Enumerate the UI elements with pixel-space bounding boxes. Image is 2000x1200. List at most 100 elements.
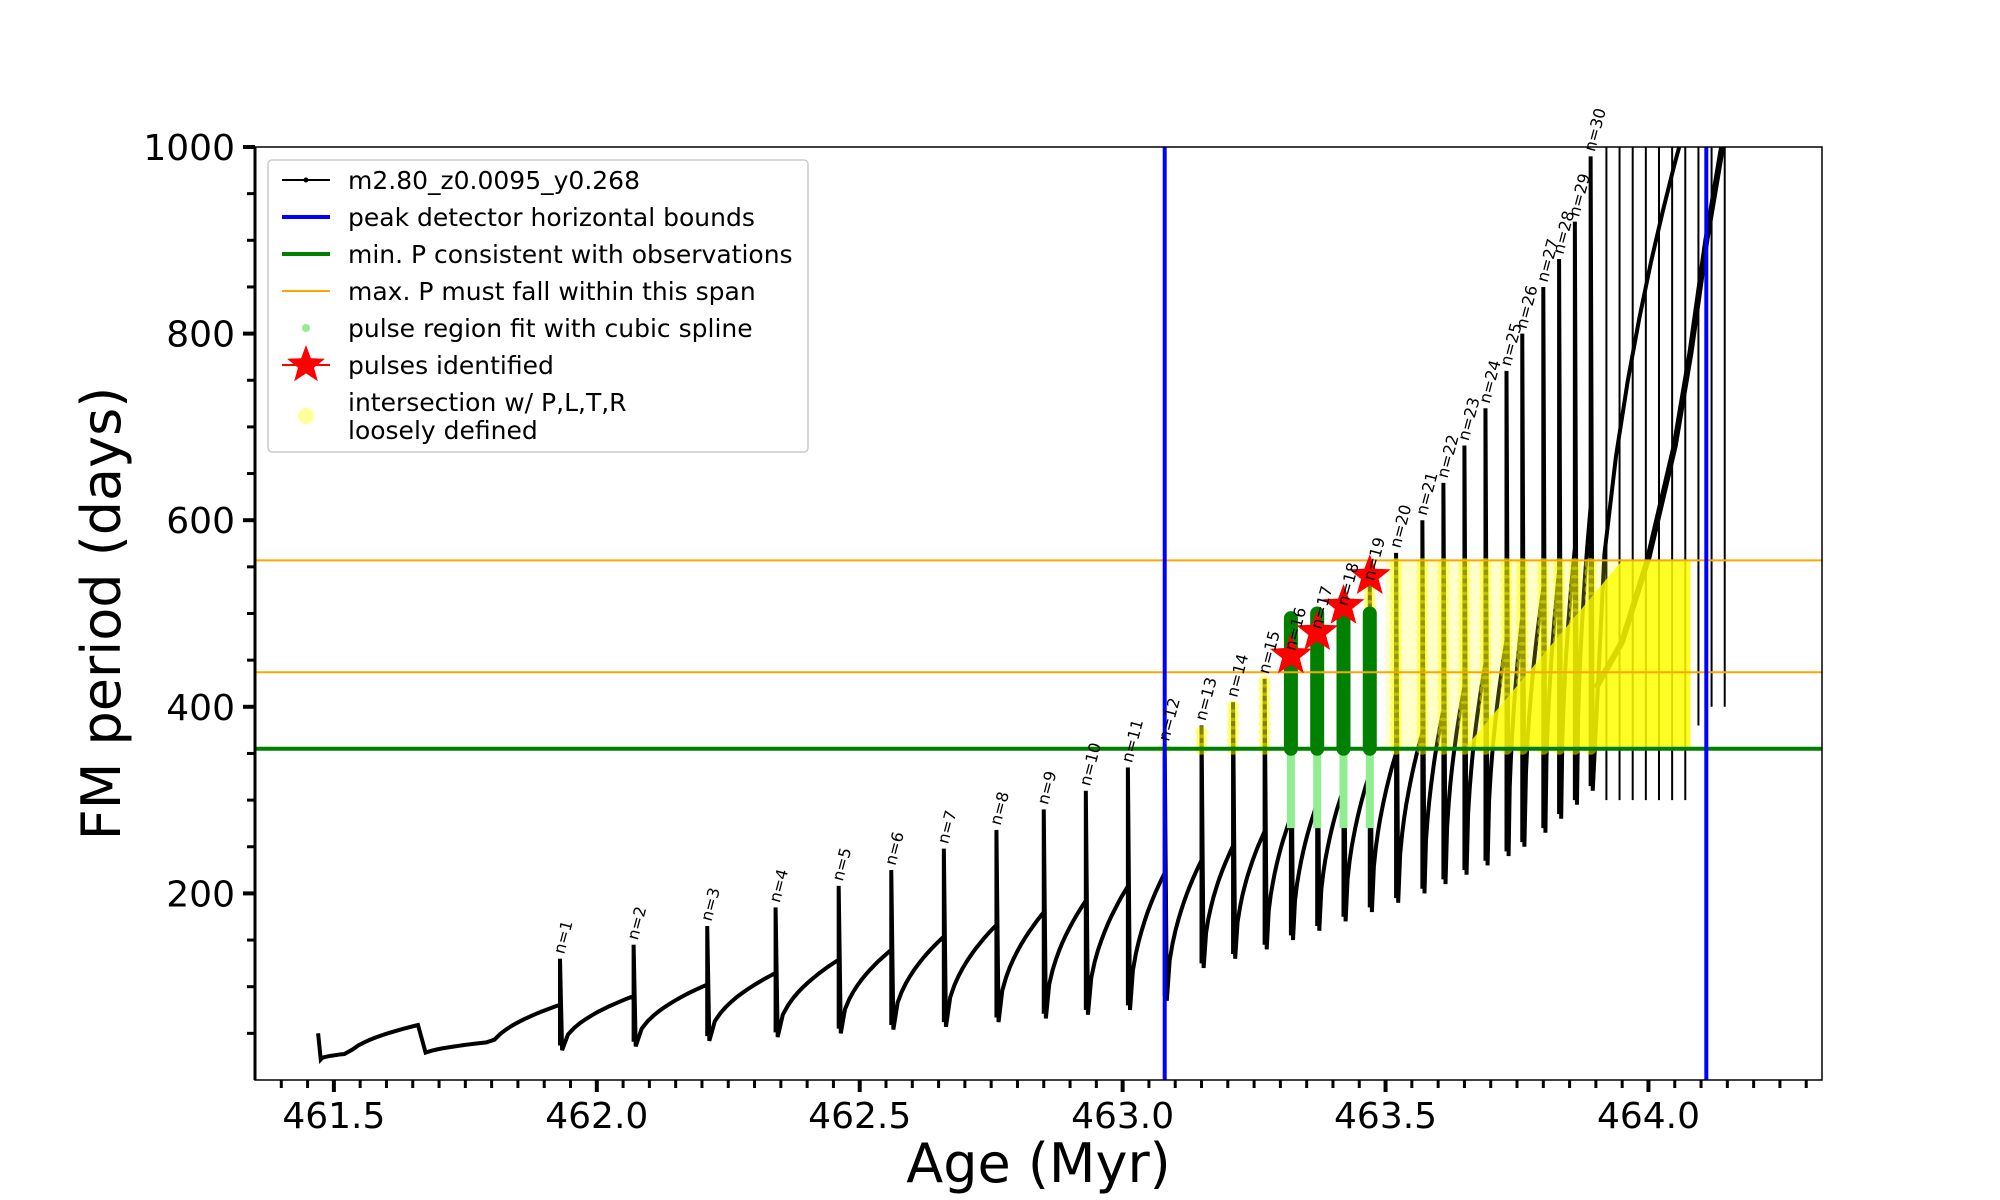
x-tick-label: 463.0: [1071, 1096, 1174, 1137]
intersection-dot: [1437, 616, 1450, 629]
intersection-dot: [1458, 684, 1471, 697]
intersection-dot: [1437, 709, 1450, 722]
intersection-dot: [1390, 600, 1403, 613]
intersection-dot: [1537, 625, 1550, 638]
intersection-dot: [1500, 625, 1513, 638]
intersection-dot: [1416, 650, 1429, 663]
intersection-dot: [1416, 625, 1429, 638]
intersection-dot: [1416, 709, 1429, 722]
intersection-dot: [1553, 591, 1566, 604]
intersection-dot: [1416, 725, 1429, 738]
intersection-dot: [1516, 633, 1529, 646]
intersection-dot: [1390, 684, 1403, 697]
pulse-n-label: n=17: [1307, 584, 1337, 631]
plot-area: n=1 n=2 n=3 n=4n=5 n=6n=7 n=8n=9 n=10 n=11 n=12 n…: [255, 106, 1822, 1080]
intersection-dot: [1416, 608, 1429, 621]
intersection-dot: [1458, 616, 1471, 629]
intersection-dot: [1437, 700, 1450, 713]
pulse-n-label: n=3: [697, 886, 724, 924]
intersection-dot: [1458, 566, 1471, 579]
intersection-dot: [1258, 700, 1271, 713]
intersection-dot: [1258, 684, 1271, 697]
intersection-dot: [1416, 583, 1429, 596]
legend-label: m2.80_z0.0095_y0.268: [348, 166, 640, 195]
intersection-dot: [1568, 583, 1581, 596]
intersection-dot: [1227, 725, 1240, 738]
legend-swatch-star: [287, 345, 325, 382]
intersection-dot: [1458, 709, 1471, 722]
y-tick-label: 400: [166, 688, 235, 729]
legend-swatch-spline: [302, 324, 310, 332]
intersection-dot: [1390, 717, 1403, 730]
intersection-band: [1385, 560, 1691, 749]
intersection-dot: [1437, 692, 1450, 705]
intersection-dot: [1416, 734, 1429, 747]
legend-swatch-intersection: [298, 408, 314, 424]
intersection-dot: [1458, 692, 1471, 705]
intersection-dot: [1363, 591, 1376, 604]
intersection-dot: [1416, 675, 1429, 688]
intersection-dot: [1568, 566, 1581, 579]
intersection-dot: [1416, 692, 1429, 705]
intersection-dot: [1537, 608, 1550, 621]
intersection-dot: [1479, 600, 1492, 613]
intersection-dot: [1437, 725, 1450, 738]
intersection-dot: [1479, 700, 1492, 713]
intersection-dot: [1227, 717, 1240, 730]
y-tick-label: 600: [166, 501, 235, 542]
legend-label-line2: loosely defined: [348, 416, 538, 445]
intersection-dot: [1458, 658, 1471, 671]
intersection-dot: [1479, 642, 1492, 655]
intersection-dot: [1458, 650, 1471, 663]
intersection-dot: [1390, 658, 1403, 671]
intersection-dot: [1500, 583, 1513, 596]
y-tick-label: 1000: [143, 128, 235, 169]
intersection-dot: [1516, 616, 1529, 629]
intersection-dot: [1390, 583, 1403, 596]
intersection-dot: [1500, 616, 1513, 629]
intersection-triangle: [1464, 560, 1691, 749]
x-axis-title: Age (Myr): [906, 1132, 1171, 1195]
intersection-dot: [1516, 574, 1529, 587]
intersection-dot: [1500, 658, 1513, 671]
intersection-dot: [1584, 574, 1597, 587]
intersection-dot: [1516, 658, 1529, 671]
intersection-dot: [1390, 566, 1403, 579]
intersection-dot: [1437, 684, 1450, 697]
intersection-dot: [1437, 650, 1450, 663]
intersection-dot: [1227, 734, 1240, 747]
intersection-dot: [1479, 608, 1492, 621]
legend-label: pulse region fit with cubic spline: [348, 314, 753, 343]
pulse-star: [1296, 610, 1339, 650]
intersection-dot: [1458, 675, 1471, 688]
intersection-dot: [1437, 574, 1450, 587]
y-axis-title: FM period (days): [70, 387, 133, 841]
pulse-n-label: n=26: [1512, 283, 1542, 330]
intersection-dot: [1479, 692, 1492, 705]
pulse-n-label: n=14: [1223, 652, 1253, 699]
legend-label: max. P must fall within this span: [348, 277, 756, 306]
intersection-dot: [1390, 642, 1403, 655]
x-tick-label: 461.5: [282, 1096, 385, 1137]
intersection-dot: [1553, 616, 1566, 629]
intersection-dot: [1479, 625, 1492, 638]
intersection-dot: [1479, 591, 1492, 604]
legend-swatch-track-dot: [303, 177, 309, 183]
intersection-dot: [1500, 650, 1513, 663]
pulse-n-label: n=7: [933, 808, 960, 846]
intersection-dot: [1479, 633, 1492, 646]
intersection-dot: [1458, 591, 1471, 604]
intersection-dot: [1416, 566, 1429, 579]
pulse-n-label: n=8: [986, 789, 1013, 827]
intersection-dot: [1479, 675, 1492, 688]
pulse-n-label: n=6: [881, 830, 908, 868]
intersection-dot: [1458, 700, 1471, 713]
intersection-dot: [1416, 633, 1429, 646]
intersection-dot: [1258, 709, 1271, 722]
intersection-dot: [1390, 625, 1403, 638]
intersection-dot: [1437, 633, 1450, 646]
intersection-dot: [1437, 608, 1450, 621]
intersection-dot: [1416, 616, 1429, 629]
